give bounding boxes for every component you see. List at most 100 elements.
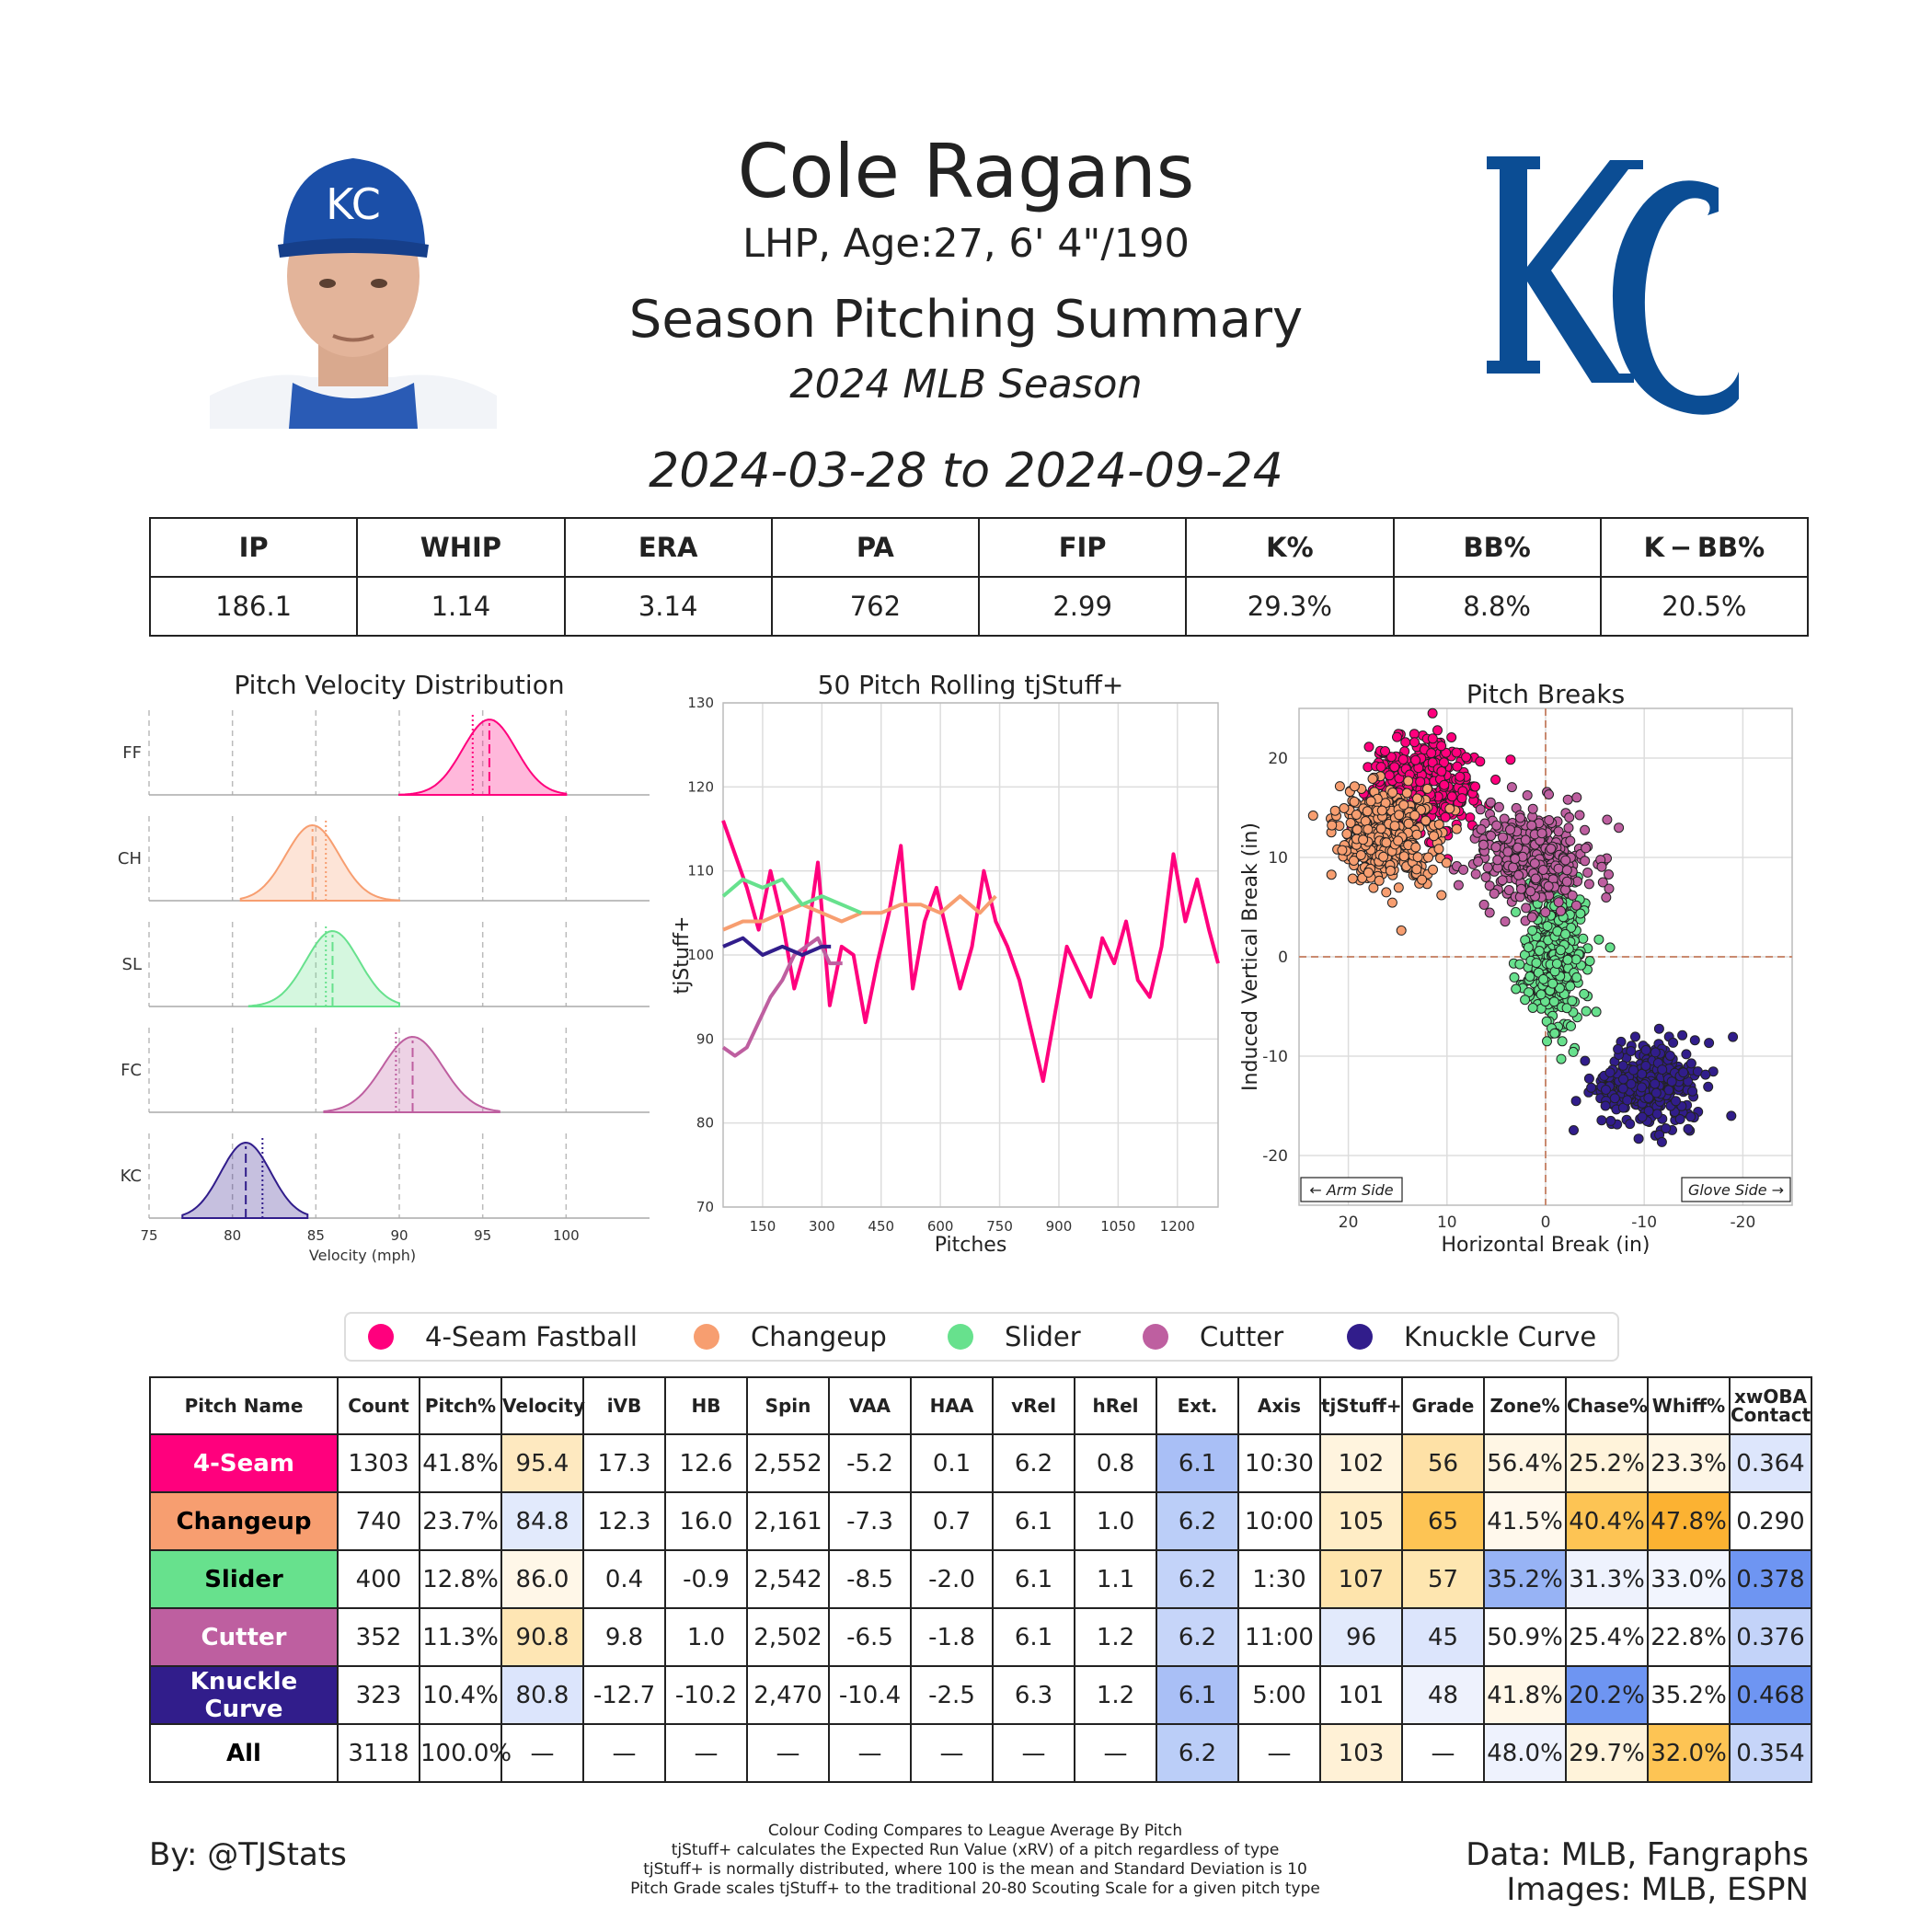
breaks-xtick-label: 0 bbox=[1541, 1213, 1551, 1232]
break-point bbox=[1549, 1028, 1560, 1039]
break-point bbox=[1596, 1115, 1607, 1126]
break-point bbox=[1540, 907, 1551, 918]
break-point bbox=[1583, 879, 1594, 890]
breaks-series-cutter bbox=[1448, 782, 1625, 927]
break-point bbox=[1661, 1123, 1672, 1133]
pitch-metric-cell: 6.2 bbox=[1156, 1549, 1239, 1609]
break-point bbox=[1614, 822, 1625, 834]
pitch-metric-cell: — bbox=[500, 1723, 584, 1783]
pitch-metric-cell: 90.8 bbox=[500, 1607, 584, 1667]
break-point bbox=[1562, 954, 1573, 965]
break-point bbox=[1385, 865, 1396, 876]
pitch-table-header-cell: Zone% bbox=[1483, 1376, 1567, 1435]
break-point bbox=[1451, 747, 1462, 758]
rolling-xtick-label: 1200 bbox=[1160, 1218, 1195, 1235]
break-point bbox=[1491, 820, 1502, 831]
break-point bbox=[1604, 1067, 1616, 1078]
pitch-metric-cell: 100.0% bbox=[419, 1723, 512, 1783]
break-point bbox=[1389, 762, 1400, 773]
break-point bbox=[1334, 781, 1345, 792]
pitch-metric-cell: — bbox=[910, 1723, 994, 1783]
pitch-row: 4-Seam 1303 41.8% 95.4 17.3 12.6 2,552 -5.2 0.1 6… bbox=[149, 1433, 1812, 1493]
break-point bbox=[1490, 842, 1501, 853]
pitch-metric-cell: 41.5% bbox=[1483, 1491, 1567, 1551]
pitch-metric-cell: 1.0 bbox=[1074, 1491, 1157, 1551]
pitch-metric-cell: 103 bbox=[1319, 1723, 1403, 1783]
velocity-distribution-chart: Pitch Velocity Distribution FF CH SL FC KC 75 8… bbox=[118, 670, 650, 1264]
rolling-tjstuff-chart: 50 Pitch Rolling tjStuff+ 70 80 90 100 110 120… bbox=[672, 670, 1220, 1257]
break-point bbox=[1381, 887, 1392, 898]
rolling-xtick-label: 600 bbox=[927, 1218, 954, 1235]
pitch-table-header-cell: Velocity bbox=[500, 1376, 585, 1435]
break-point bbox=[1689, 1035, 1700, 1046]
pitch-row: Cutter 352 11.3% 90.8 9.8 1.0 2,502 -6.5 -1.8 6.1… bbox=[149, 1607, 1812, 1667]
break-point bbox=[1478, 899, 1489, 910]
rolling-xtick-label: 450 bbox=[868, 1218, 894, 1235]
breaks-ytick-label: -10 bbox=[1262, 1048, 1288, 1066]
pitch-metric-cell: 6.1 bbox=[992, 1607, 1075, 1667]
break-point bbox=[1396, 925, 1407, 936]
rolling-ytick-label: 110 bbox=[687, 863, 714, 880]
pitch-metric-cell: 0.378 bbox=[1729, 1549, 1812, 1609]
break-point bbox=[1527, 803, 1538, 814]
rolling-ytick-label: 70 bbox=[696, 1199, 714, 1215]
break-point bbox=[1349, 781, 1360, 792]
break-point bbox=[1493, 801, 1504, 812]
break-point bbox=[1358, 834, 1369, 845]
breaks-xtick-label: -10 bbox=[1631, 1213, 1657, 1232]
pitch-metric-cell: 1.2 bbox=[1074, 1665, 1157, 1725]
pitch-metric-cell: — bbox=[828, 1723, 912, 1783]
break-point bbox=[1470, 868, 1481, 880]
break-point bbox=[1677, 1029, 1688, 1041]
footnote-line: Pitch Grade scales tjStuff+ to the tradi… bbox=[630, 1880, 1320, 1898]
pitch-table-header-cell: HB bbox=[664, 1376, 748, 1435]
break-point bbox=[1415, 776, 1426, 788]
break-point bbox=[1510, 854, 1521, 864]
break-point bbox=[1704, 1038, 1715, 1049]
breaks-xtick-label: 20 bbox=[1339, 1213, 1359, 1232]
break-point bbox=[1551, 959, 1562, 969]
pitch-metric-cell: 35.2% bbox=[1483, 1549, 1567, 1609]
pitch-metric-cell: 10:30 bbox=[1237, 1433, 1321, 1493]
break-point bbox=[1651, 1109, 1662, 1120]
pitch-metric-cell: 22.8% bbox=[1647, 1607, 1731, 1667]
break-point bbox=[1411, 829, 1422, 840]
pitch-metric-cell: 6.2 bbox=[1156, 1491, 1239, 1551]
pitch-metric-cell: 352 bbox=[337, 1607, 420, 1667]
break-point bbox=[1409, 729, 1420, 740]
break-point bbox=[1394, 810, 1405, 821]
break-point bbox=[1374, 875, 1385, 886]
break-point bbox=[1412, 793, 1422, 804]
pitch-legend: 4-Seam Fastball Changeup Slider Cutter Knuck… bbox=[344, 1312, 1619, 1362]
break-point bbox=[1441, 747, 1452, 758]
break-point bbox=[1535, 989, 1547, 1000]
stat-value: 762 bbox=[770, 576, 981, 637]
break-point bbox=[1410, 754, 1421, 765]
break-point bbox=[1422, 783, 1432, 794]
break-point bbox=[1347, 873, 1358, 884]
velocity-density-fc bbox=[323, 1035, 500, 1113]
break-point bbox=[1368, 882, 1379, 893]
date-range: 2024-03-28 to 2024-09-24 bbox=[649, 443, 1283, 499]
break-point bbox=[1484, 880, 1495, 891]
pitch-metric-cell: -6.5 bbox=[828, 1607, 912, 1667]
break-point bbox=[1560, 928, 1570, 939]
break-point bbox=[1436, 741, 1447, 752]
footnotes: Colour Coding Compares to League Average… bbox=[607, 1822, 1343, 1899]
pitch-row: All 3118 100.0% — — — — — — — —6.2—103—48.0% 29.7% 3… bbox=[149, 1723, 1812, 1783]
break-point bbox=[1650, 1087, 1662, 1098]
pitch-metric-cell: 0.354 bbox=[1729, 1723, 1812, 1783]
pitch-table-header-cell: Whiff% bbox=[1647, 1376, 1731, 1435]
rolling-line-slider bbox=[721, 877, 863, 915]
pitch-metric-cell: 105 bbox=[1319, 1491, 1403, 1551]
break-point bbox=[1671, 1096, 1681, 1107]
pitch-metric-cell: 12.3 bbox=[582, 1491, 666, 1551]
break-point bbox=[1386, 897, 1397, 908]
breaks-series-slider bbox=[1508, 859, 1616, 1064]
break-point bbox=[1432, 725, 1443, 736]
break-point bbox=[1427, 733, 1438, 744]
pitch-metric-cell: 5:00 bbox=[1237, 1665, 1321, 1725]
break-point bbox=[1618, 1074, 1628, 1085]
data-credit: Data: MLB, Fangraphs bbox=[1466, 1836, 1809, 1873]
rolling-ytick-label: 130 bbox=[687, 695, 714, 711]
